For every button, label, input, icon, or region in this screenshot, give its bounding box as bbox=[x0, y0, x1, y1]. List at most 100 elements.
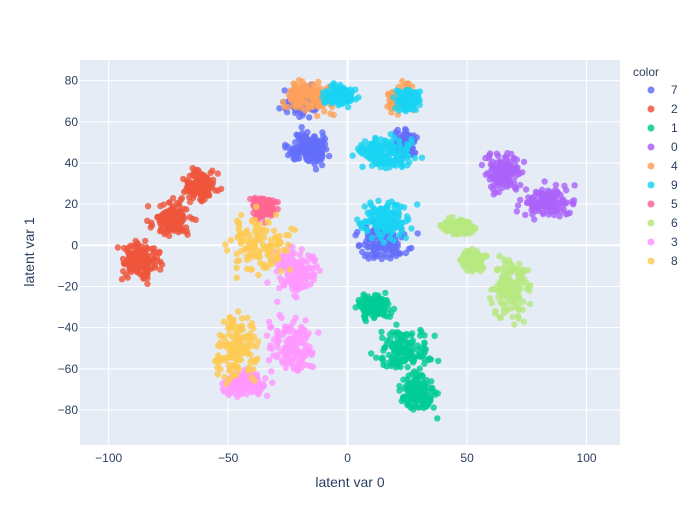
data-point bbox=[156, 227, 164, 235]
data-point bbox=[498, 158, 505, 165]
data-point bbox=[257, 235, 264, 242]
data-point bbox=[356, 220, 363, 227]
data-point bbox=[347, 95, 354, 102]
legend-marker bbox=[647, 257, 655, 265]
data-point bbox=[364, 153, 372, 160]
legend-item[interactable]: 1 bbox=[647, 121, 679, 135]
data-point bbox=[545, 211, 552, 218]
legend-item[interactable]: 0 bbox=[647, 140, 679, 154]
data-point bbox=[552, 199, 559, 207]
data-point bbox=[203, 179, 210, 186]
data-point bbox=[409, 103, 417, 111]
data-point bbox=[388, 251, 395, 258]
data-point bbox=[415, 94, 422, 101]
legend-item[interactable]: 9 bbox=[647, 178, 679, 192]
legend-item[interactable]: 7 bbox=[647, 83, 679, 97]
data-point bbox=[277, 267, 285, 275]
data-point bbox=[500, 270, 507, 278]
x-tick-label: 100 bbox=[577, 451, 597, 465]
data-point bbox=[387, 336, 394, 343]
data-point bbox=[406, 349, 413, 356]
data-point bbox=[404, 162, 411, 169]
data-point bbox=[169, 195, 177, 202]
data-point bbox=[293, 347, 300, 354]
data-point bbox=[225, 325, 232, 332]
data-point bbox=[415, 352, 423, 360]
data-point bbox=[239, 237, 246, 244]
data-point bbox=[265, 219, 272, 226]
data-point bbox=[266, 209, 273, 216]
legend-item[interactable]: 3 bbox=[647, 235, 679, 249]
legend-item[interactable]: 6 bbox=[647, 216, 679, 230]
legend-marker bbox=[647, 238, 655, 246]
data-point bbox=[235, 257, 243, 264]
data-point bbox=[221, 373, 228, 381]
data-point bbox=[560, 206, 567, 213]
data-point bbox=[142, 255, 149, 262]
data-point bbox=[531, 216, 538, 223]
data-point bbox=[399, 77, 406, 85]
legend-item[interactable]: 8 bbox=[647, 254, 679, 268]
data-point bbox=[133, 260, 140, 268]
data-point bbox=[178, 195, 185, 202]
data-point bbox=[280, 254, 287, 261]
legend-item[interactable]: 5 bbox=[647, 197, 679, 211]
data-point bbox=[488, 173, 495, 180]
data-point bbox=[227, 354, 234, 361]
data-point bbox=[519, 266, 527, 273]
data-point bbox=[349, 152, 356, 159]
data-point bbox=[496, 314, 503, 321]
data-point bbox=[385, 351, 393, 359]
data-point bbox=[159, 210, 167, 218]
data-point bbox=[320, 108, 328, 115]
data-point bbox=[122, 271, 130, 278]
data-point bbox=[144, 267, 152, 275]
data-point bbox=[557, 199, 564, 207]
data-point bbox=[419, 396, 427, 404]
legend-item[interactable]: 2 bbox=[647, 102, 679, 116]
data-point bbox=[493, 150, 501, 157]
data-point bbox=[171, 221, 179, 229]
data-point bbox=[222, 241, 229, 248]
data-point bbox=[319, 129, 326, 136]
data-point bbox=[312, 166, 320, 173]
data-point bbox=[366, 301, 373, 308]
legend[interactable]: 7 2 1 0 4 9 5 6 3 8 bbox=[647, 83, 679, 268]
data-point bbox=[538, 186, 546, 193]
data-point bbox=[293, 90, 300, 98]
data-point bbox=[394, 356, 401, 364]
data-point bbox=[369, 212, 376, 219]
data-point bbox=[157, 266, 164, 273]
data-point bbox=[388, 157, 395, 164]
data-point bbox=[377, 251, 384, 258]
y-tick-label: 60 bbox=[65, 115, 79, 129]
data-point bbox=[533, 190, 541, 197]
data-point bbox=[243, 252, 250, 260]
data-point bbox=[137, 251, 145, 259]
data-point bbox=[308, 351, 316, 358]
data-point bbox=[235, 219, 242, 226]
data-point bbox=[430, 404, 437, 411]
data-point bbox=[554, 207, 561, 214]
data-point bbox=[126, 267, 133, 274]
data-point bbox=[426, 392, 433, 400]
data-point bbox=[157, 202, 164, 210]
data-point bbox=[214, 170, 221, 177]
legend-label: 3 bbox=[671, 235, 678, 249]
data-point bbox=[248, 266, 255, 273]
data-point bbox=[275, 332, 282, 340]
data-point bbox=[488, 286, 495, 293]
data-point bbox=[293, 294, 300, 301]
data-point bbox=[460, 252, 467, 259]
data-point bbox=[523, 199, 531, 206]
data-point bbox=[514, 312, 522, 320]
data-point bbox=[140, 274, 147, 282]
data-point bbox=[287, 148, 294, 155]
legend-item[interactable]: 4 bbox=[647, 159, 679, 173]
data-point bbox=[293, 274, 300, 282]
data-point bbox=[274, 198, 281, 206]
data-point bbox=[299, 356, 306, 363]
data-point bbox=[238, 334, 246, 342]
data-point bbox=[506, 260, 514, 267]
data-point bbox=[144, 280, 151, 287]
